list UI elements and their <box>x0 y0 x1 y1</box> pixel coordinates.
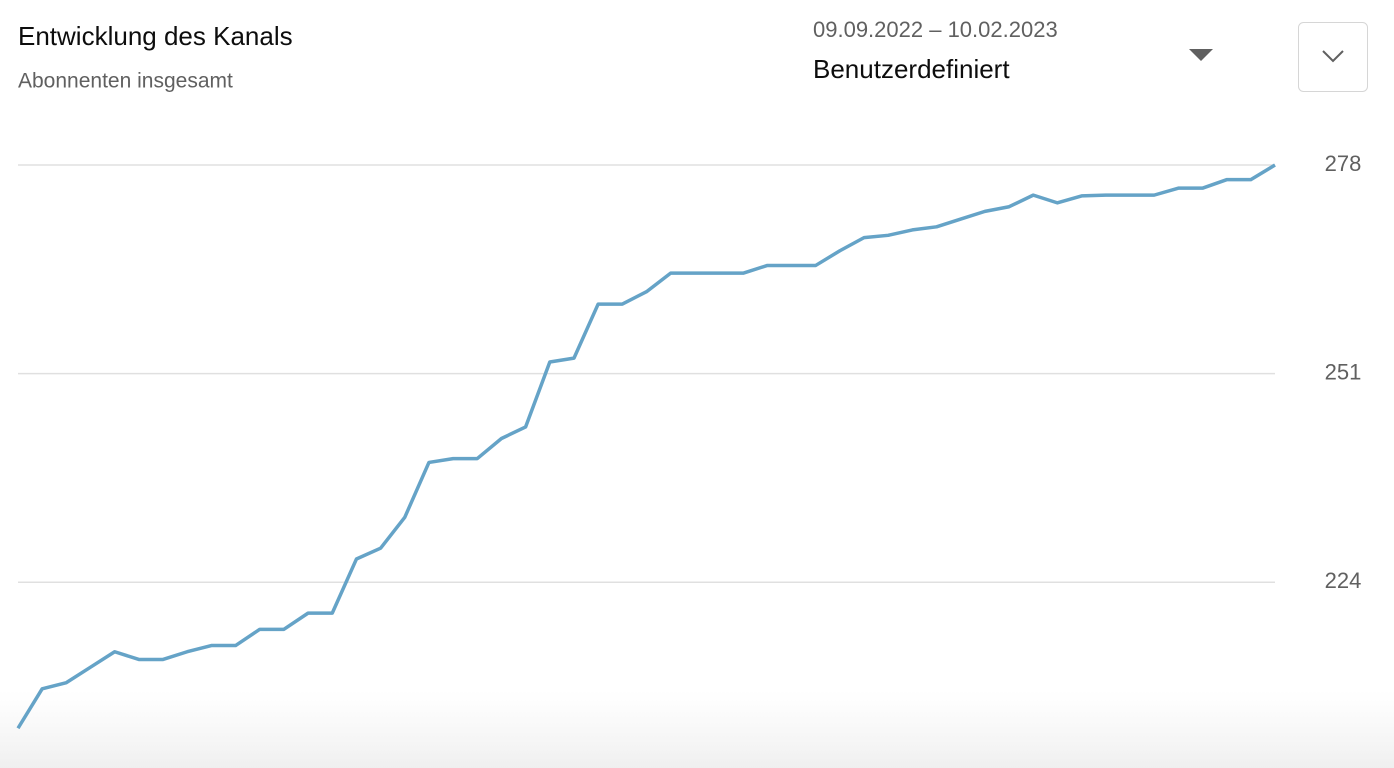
chart-title: Entwicklung des Kanals <box>18 21 293 51</box>
dropdown-arrow[interactable] <box>1189 49 1213 61</box>
date-range[interactable]: 09.09.2022 – 10.02.2023 <box>813 17 1058 42</box>
collapse-button[interactable] <box>1298 22 1368 92</box>
bottom-fade <box>0 690 1394 768</box>
y-tick-label: 278 <box>1325 151 1362 176</box>
chevron-icon <box>1322 50 1344 63</box>
line-series <box>16 163 1276 730</box>
chart-subtitle: Abonnenten insgesamt <box>18 70 233 93</box>
y-tick-label: 224 <box>1325 568 1362 593</box>
period-select[interactable]: Benutzerdefiniert <box>813 54 1010 84</box>
y-tick-label: 251 <box>1325 359 1362 384</box>
